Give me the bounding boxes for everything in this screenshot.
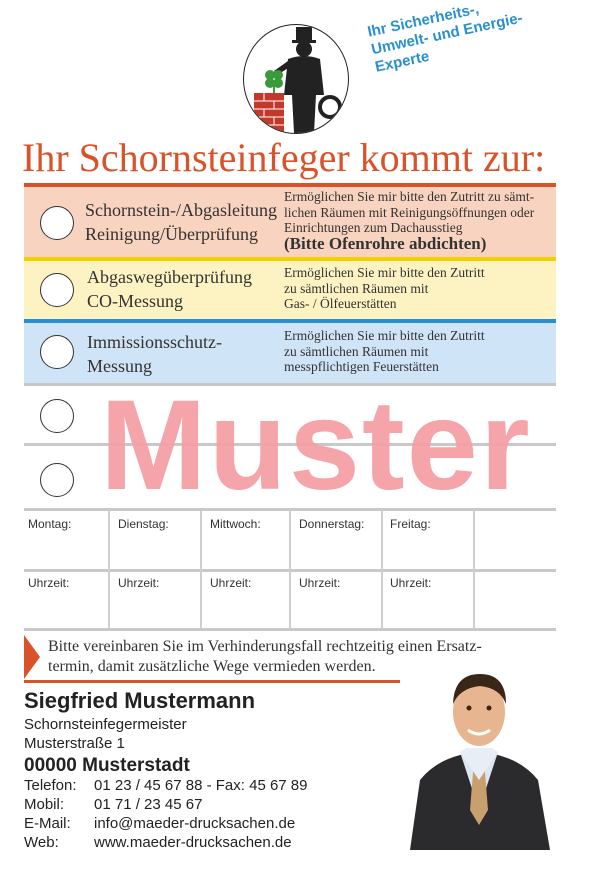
service-row-3: Immissionsschutz- Messung Ermöglichen Si… [24, 323, 556, 383]
divider [24, 443, 556, 446]
day-label-monday: Montag: [28, 517, 72, 531]
service-row-2: Abgaswegüberprüfung CO-Messung Ermöglich… [24, 261, 556, 319]
chimney-sweep-logo [243, 24, 349, 134]
time-label: Uhrzeit: [210, 576, 252, 590]
phone-value: 01 23 / 45 67 88 - Fax: 45 67 89 [94, 777, 308, 794]
service-3-checkbox[interactable] [40, 335, 74, 369]
contact-street: Musterstraße 1 [24, 735, 125, 752]
contact-profession: Schornsteinfegermeister [24, 716, 187, 733]
mobile-label: Mobil: [24, 796, 65, 813]
service-2-desc-line-1: Ermöglichen Sie mir bitte den Zutritt [284, 265, 485, 280]
service-1-desc-note: (Bitte Ofenrohre abdichten) [284, 233, 487, 253]
time-label: Uhrzeit: [118, 576, 160, 590]
notice-underline [24, 680, 556, 683]
schedule-grid: Montag: Dienstag: Mittwoch: Donnerstag: … [24, 511, 556, 631]
contact-mobile-row: Mobil: 01 71 / 23 45 67 [24, 796, 202, 813]
grid-column-line [289, 511, 291, 628]
service-1-name-line-1: Schornstein-/Abgasleitung [85, 200, 277, 220]
service-3-desc-line-1: Ermöglichen Sie mir bitte den Zutritt [284, 328, 485, 343]
web-value[interactable]: www.maeder-drucksachen.de [94, 834, 292, 851]
portrait-photo [400, 660, 558, 850]
contact-city: 00000 Musterstadt [24, 755, 190, 776]
service-1-desc-line-2: lichen Räumen mit Reinigungsöffnungen od… [284, 204, 535, 220]
grid-divider [24, 628, 556, 631]
chimney-sweep-silhouette-icon [254, 27, 342, 133]
service-row-1: Schornstein-/Abgasleitung Reinigung/Über… [24, 187, 556, 257]
empty-row-2-checkbox[interactable] [40, 463, 74, 497]
service-1-checkbox[interactable] [40, 206, 74, 240]
contact-phone-row: Telefon: 01 23 / 45 67 88 - Fax: 45 67 89 [24, 777, 308, 794]
service-2-top-border [24, 257, 556, 261]
time-label: Uhrzeit: [390, 576, 432, 590]
service-3-name-line-1: Immissionsschutz- [87, 332, 222, 352]
day-label-thursday: Donnerstag: [299, 517, 365, 531]
mobile-value: 01 71 / 23 45 67 [94, 796, 203, 813]
tagline: Ihr Sicherheits-, Umwelt- und Energie- E… [366, 0, 573, 77]
web-label: Web: [24, 834, 59, 851]
notice-line-2: termin, damit zusätzliche Wege vermieden… [48, 658, 376, 675]
service-1-desc-line-1: Ermöglichen Sie mir bitte den Zutritt zu… [284, 189, 535, 204]
service-3-desc-line-3: messpflichtigen Feuerstätten [284, 359, 439, 374]
service-2-desc-line-3: Gas- / Ölfeuerstätten [284, 296, 397, 311]
service-1-name-line-2: Reinigung/Überprüfung [85, 224, 258, 244]
notice-line-1: Bitte vereinbaren Sie im Verhinderungsfa… [48, 638, 482, 655]
page-title: Ihr Schornsteinfeger kommt zur: [22, 135, 546, 180]
time-label: Uhrzeit: [299, 576, 341, 590]
service-1-desc-line-3: Einrichtungen zum Dachausstieg [284, 220, 463, 235]
muster-watermark: Muster [100, 374, 532, 517]
service-2-name: Abgaswegüberprüfung CO-Messung [87, 265, 252, 313]
grid-column-line [108, 511, 110, 628]
service-3-top-border [24, 319, 556, 323]
service-1-description: Ermöglichen Sie mir bitte den Zutritt zu… [284, 189, 560, 251]
email-value[interactable]: info@maeder-drucksachen.de [94, 815, 296, 832]
service-2-name-line-2: CO-Messung [87, 291, 184, 311]
service-3-desc-line-2: zu sämtlichen Räumen mit [284, 343, 429, 359]
grid-column-line [381, 511, 383, 628]
service-3-name-line-2: Messung [87, 356, 153, 376]
divider [24, 383, 556, 386]
divider [24, 508, 556, 511]
notice-arrow-icon [24, 635, 40, 679]
service-3-description: Ermöglichen Sie mir bitte den Zutritt zu… [284, 328, 560, 375]
notice-text: Bitte vereinbaren Sie im Verhinderungsfa… [48, 637, 568, 677]
service-1-name: Schornstein-/Abgasleitung Reinigung/Über… [85, 198, 277, 246]
contact-web-row: Web: www.maeder-drucksachen.de [24, 834, 292, 851]
time-label: Uhrzeit: [28, 576, 70, 590]
day-label-tuesday: Dienstag: [118, 517, 169, 531]
service-2-desc-line-2: zu sämtlichen Räumen mit [284, 280, 429, 296]
email-label: E-Mail: [24, 815, 71, 832]
service-2-checkbox[interactable] [40, 273, 74, 307]
contact-email-row: E-Mail: info@maeder-drucksachen.de [24, 815, 295, 832]
contact-name: Siegfried Mustermann [24, 688, 256, 713]
grid-column-line [200, 511, 202, 628]
phone-label: Telefon: [24, 777, 77, 794]
service-2-description: Ermöglichen Sie mir bitte den Zutritt zu… [284, 265, 560, 312]
businessman-portrait-icon [400, 660, 558, 850]
day-label-friday: Freitag: [390, 517, 431, 531]
service-1-top-border [24, 183, 556, 187]
grid-column-line [473, 511, 475, 628]
empty-row-1-checkbox[interactable] [40, 399, 74, 433]
day-label-wednesday: Mittwoch: [210, 517, 261, 531]
service-2-name-line-1: Abgaswegüberprüfung [87, 267, 252, 287]
service-3-name: Immissionsschutz- Messung [87, 330, 222, 378]
